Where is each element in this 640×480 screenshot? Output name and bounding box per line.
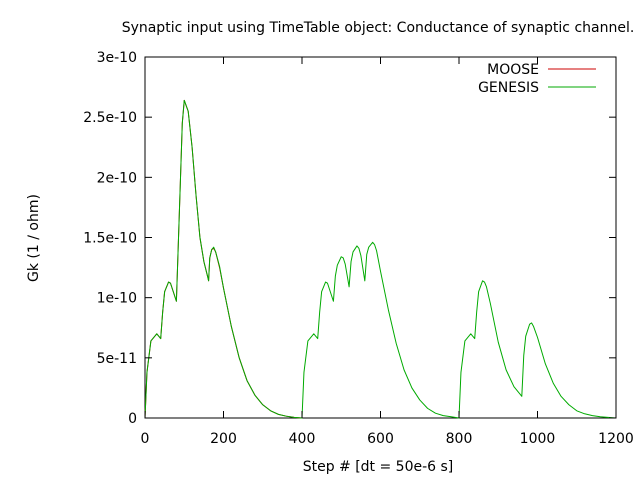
y-tick-label: 5e-11 xyxy=(97,351,137,367)
legend-label-genesis: GENESIS xyxy=(478,80,539,96)
x-axis: 0 200 400 600 800 1000 1200 xyxy=(141,57,634,447)
x-tick-label: 400 xyxy=(289,431,316,447)
x-tick-label: 200 xyxy=(210,431,237,447)
x-tick-label: 0 xyxy=(141,431,150,447)
y-tick-label: 3e-10 xyxy=(97,50,137,66)
y-tick-label: 2e-10 xyxy=(97,170,137,186)
y-axis: 0 5e-11 1e-10 1.5e-10 2e-10 2.5e-10 3e-10 xyxy=(83,50,616,427)
plot-area xyxy=(144,56,617,419)
legend: MOOSE GENESIS xyxy=(478,62,596,96)
x-tick-label: 1200 xyxy=(598,431,634,447)
y-tick-label: 1e-10 xyxy=(97,291,137,307)
series-layer xyxy=(144,99,617,419)
chart-title: Synaptic input using TimeTable object: C… xyxy=(122,20,635,36)
x-axis-label: Step # [dt = 50e-6 s] xyxy=(303,459,454,475)
series-line-moose xyxy=(144,99,303,419)
y-tick-label: 0 xyxy=(128,411,137,427)
x-tick-label: 1000 xyxy=(520,431,556,447)
y-axis-label: Gk (1 / ohm) xyxy=(26,194,42,282)
x-tick-label: 800 xyxy=(446,431,473,447)
y-tick-label: 1.5e-10 xyxy=(83,231,137,247)
series-line-genesis xyxy=(144,99,617,419)
legend-label-moose: MOOSE xyxy=(487,62,539,78)
y-tick-label: 2.5e-10 xyxy=(83,110,137,126)
x-tick-label: 600 xyxy=(367,431,394,447)
